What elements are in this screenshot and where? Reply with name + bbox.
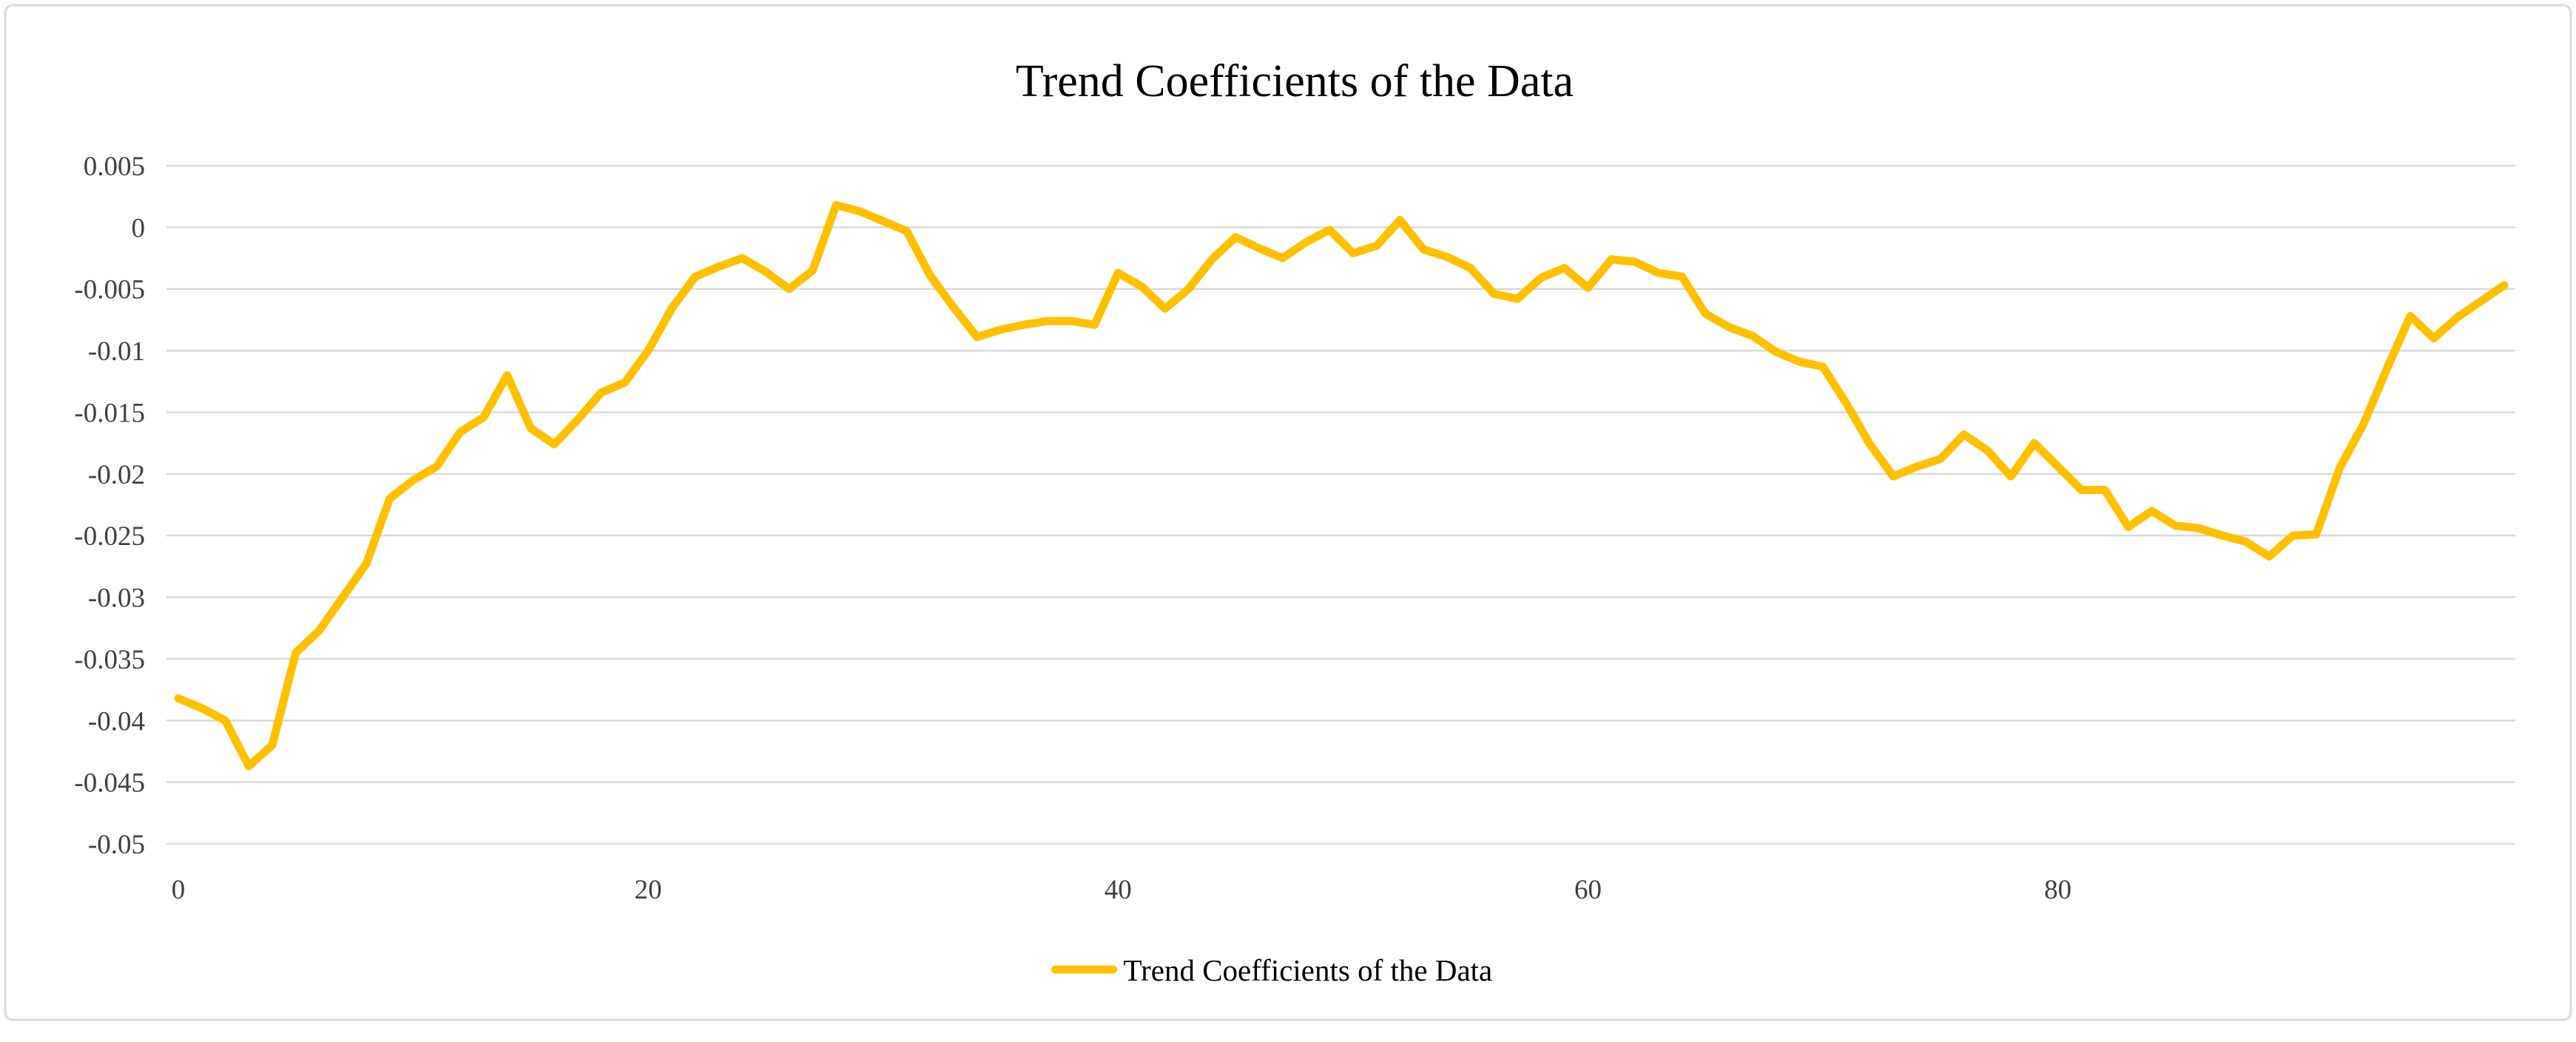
y-tick-label: -0.015 [74, 398, 145, 428]
x-tick-label: 0 [172, 875, 186, 905]
y-tick-label: 0.005 [84, 152, 145, 182]
x-tick-label: 80 [2044, 875, 2071, 905]
y-tick-label: -0.05 [88, 830, 145, 860]
x-tick-label: 40 [1105, 875, 1132, 905]
trend-line-series [174, 200, 2509, 771]
y-tick-label: -0.005 [74, 275, 145, 305]
x-tick-label: 20 [635, 875, 662, 905]
y-axis-labels: 0.005 0 -0.005 -0.01 -0.015 -0.02 -0.025 -0.03 -… [74, 152, 145, 860]
y-tick-label: -0.02 [88, 460, 145, 490]
y-tick-label: -0.045 [74, 768, 145, 799]
legend-label: Trend Coefficients of the Data [1124, 953, 1493, 987]
x-axis-labels: 0 20 40 60 80 [172, 875, 2071, 905]
x-tick-label: 60 [1574, 875, 1602, 905]
y-tick-label: -0.04 [88, 706, 145, 737]
y-tick-label: -0.03 [88, 583, 145, 614]
legend: Trend Coefficients of the Data [1051, 953, 1493, 987]
chart-title: Trend Coefficients of the Data [1016, 56, 1574, 106]
gridlines [166, 164, 2515, 845]
chart-frame [4, 4, 2572, 1021]
y-tick-label: -0.025 [74, 521, 145, 552]
y-tick-label: -0.01 [88, 336, 145, 367]
y-tick-label: 0 [132, 213, 146, 243]
y-tick-label: -0.035 [74, 645, 145, 675]
